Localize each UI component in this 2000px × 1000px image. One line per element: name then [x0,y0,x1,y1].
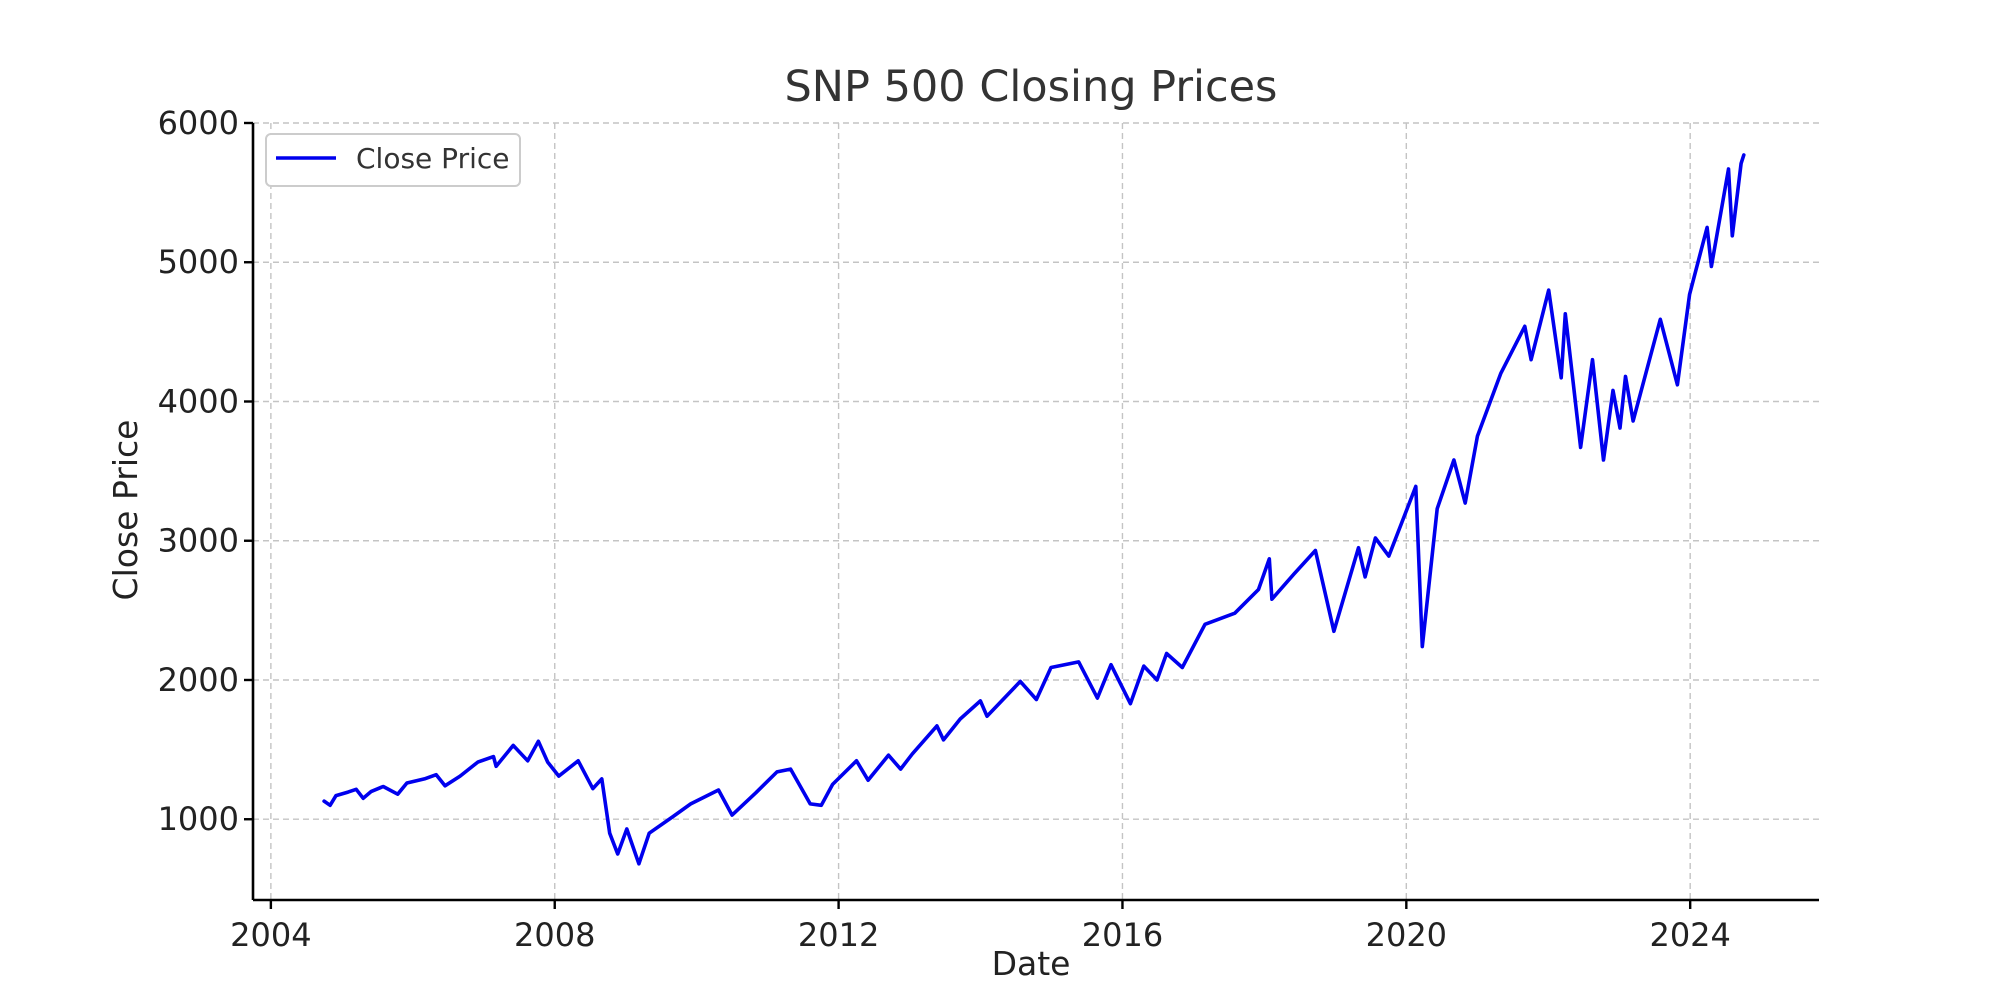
series-line-close-price [322,153,1746,866]
legend: Close Price [265,133,521,187]
axes [244,121,1819,909]
x-tick-label: 2024 [1649,916,1730,954]
y-tick-label: 6000 [158,104,239,142]
y-tick-label: 2000 [158,661,239,699]
legend-box [265,133,521,187]
legend-entry-label: Close Price [356,142,509,175]
x-axis-label: Date [992,944,1071,983]
y-tick-label: 5000 [158,243,239,281]
series-layer [322,153,1746,866]
y-axis-label: Close Price [106,420,145,601]
tick-labels: 1000 2000 3000 4000 5000 6000 2004 2008 2012 2016… [158,104,1731,954]
x-tick-label: 2004 [230,916,311,954]
y-tick-label: 4000 [158,382,239,420]
y-tick-label: 3000 [158,522,239,560]
y-tick-label: 1000 [158,800,239,838]
x-tick-label: 2012 [798,916,879,954]
grid-lines [253,122,1819,900]
x-tick-label: 2016 [1082,916,1163,954]
x-tick-label: 2020 [1366,916,1447,954]
x-tick-label: 2008 [514,916,595,954]
chart-title: SNP 500 Closing Prices [785,62,1278,112]
